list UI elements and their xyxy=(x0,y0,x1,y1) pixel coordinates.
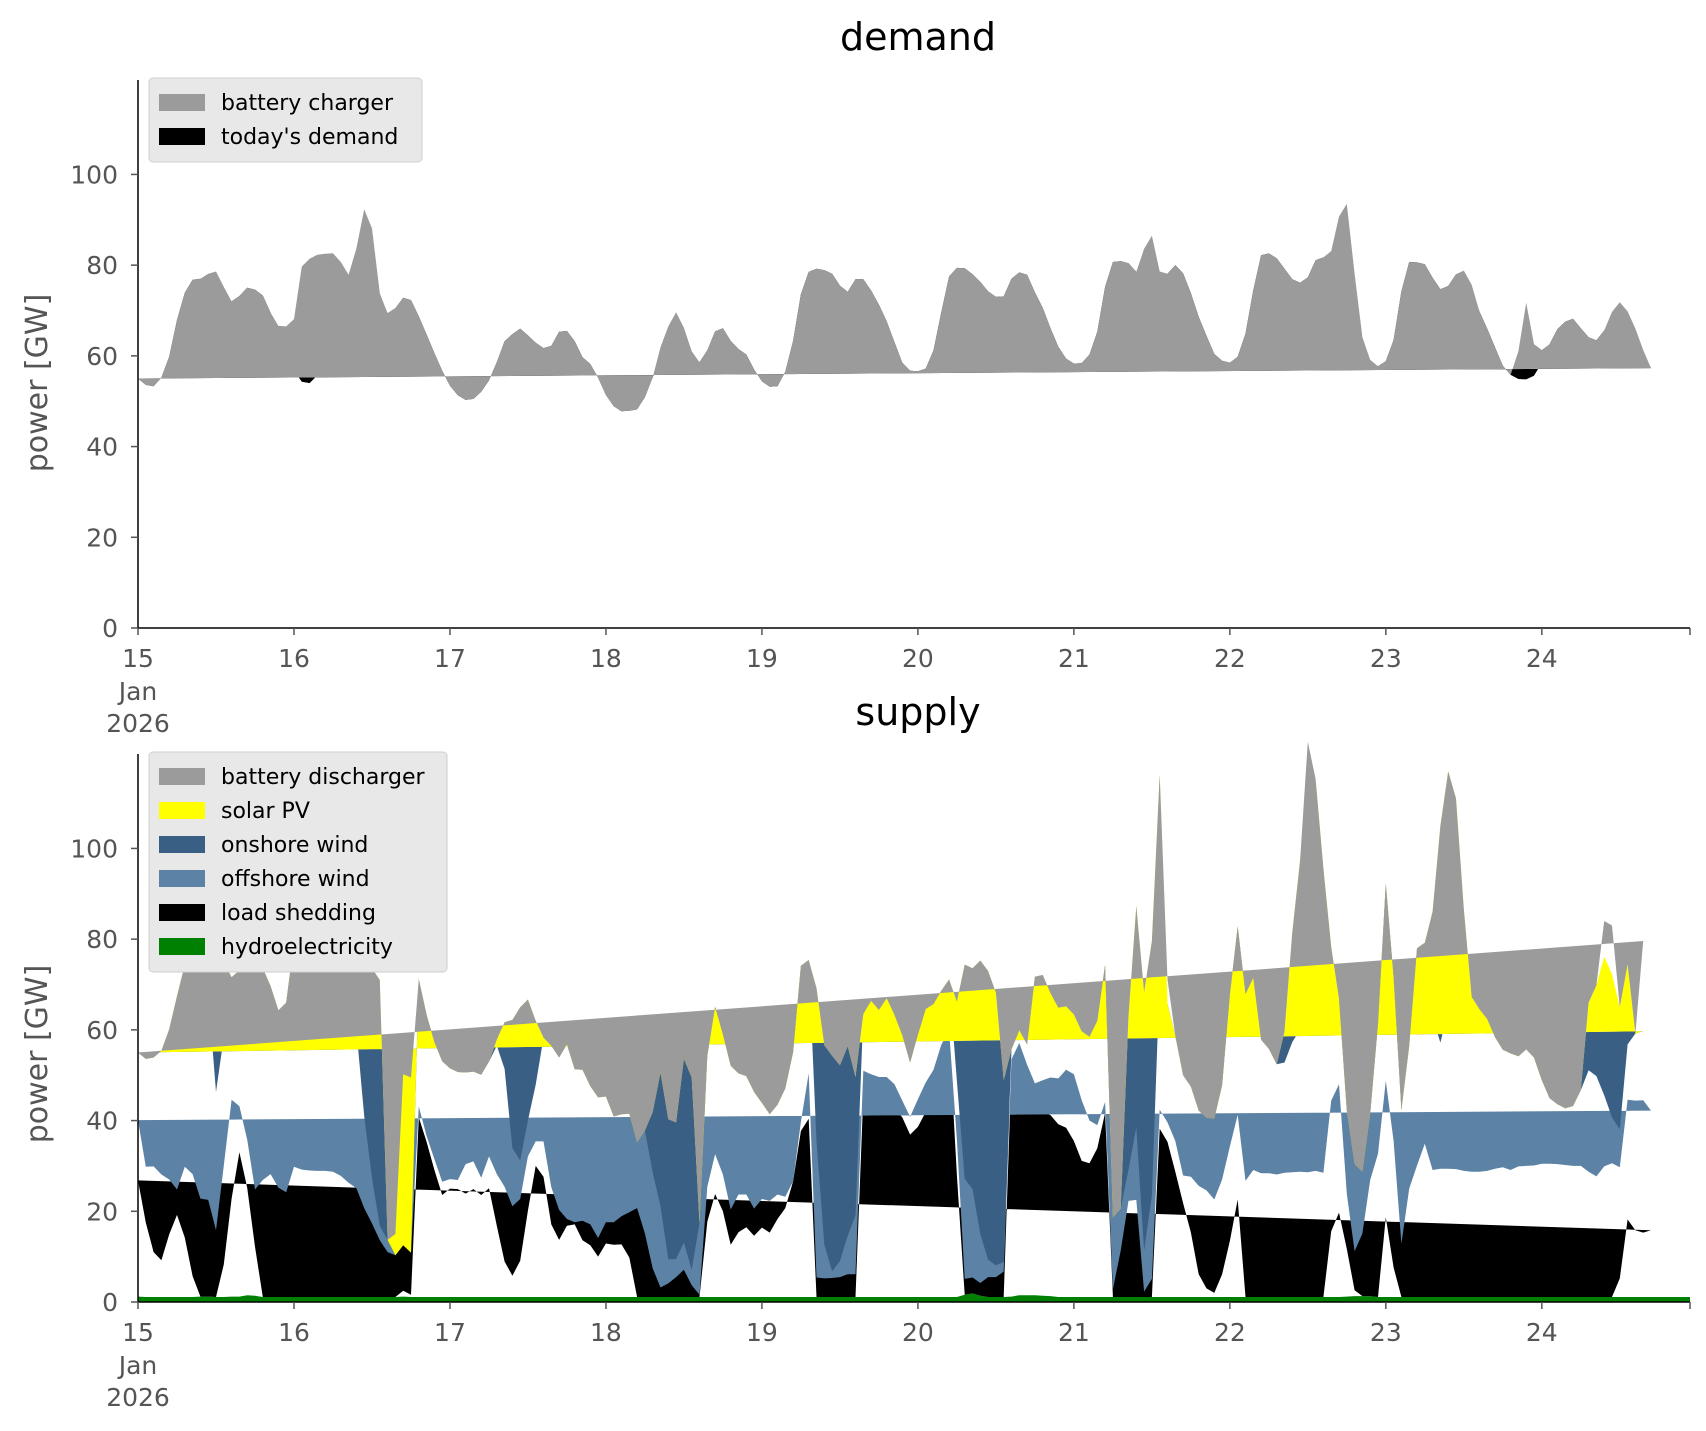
x-tick-label: 19 xyxy=(746,644,778,673)
x-tick-label: 23 xyxy=(1370,1318,1402,1347)
x-tick-label: 21 xyxy=(1058,1318,1090,1347)
y-tick-label: 100 xyxy=(70,834,118,863)
area-series-group xyxy=(138,741,1690,1302)
legend-swatch-hydroelectricity xyxy=(159,938,205,955)
x-tick-label: 23 xyxy=(1370,644,1402,673)
legend: battery discharger solar PV onshore wind of… xyxy=(148,751,448,973)
x-tick-label: 20 xyxy=(902,1318,934,1347)
x-tick-label: 22 xyxy=(1214,644,1246,673)
supply-chart: supply power [GW] 0 20 40 60 80 100 15 16 17 18 19… xyxy=(20,690,1691,1412)
area-series-group xyxy=(138,203,1651,412)
legend-label-hydroelectricity: hydroelectricity xyxy=(221,935,393,960)
legend-swatch-onshore-wind xyxy=(159,836,205,853)
legend-swatch-battery-charger xyxy=(159,94,205,111)
x-tick-label: 15 xyxy=(122,1318,154,1347)
legend-label-solar-pv: solar PV xyxy=(221,799,310,824)
y-axis-label: power [GW] xyxy=(20,294,55,473)
legend-swatch-solar-pv xyxy=(159,802,205,819)
x-tick-label: 16 xyxy=(278,1318,310,1347)
y-tick-label: 40 xyxy=(86,433,118,462)
x-tick-sublabel: 2026 xyxy=(106,709,170,738)
legend-label-offshore-wind: offshore wind xyxy=(221,867,370,892)
legend-swatch-offshore-wind xyxy=(159,870,205,887)
legend-swatch-load-shedding xyxy=(159,904,205,921)
axes: 0 20 40 60 80 100 15 16 17 18 19 20 21 22 23 24 Jan 2026 xyxy=(70,754,1691,1412)
legend-label-today-s-demand: today's demand xyxy=(221,125,398,150)
x-tick-label: 24 xyxy=(1526,1318,1558,1347)
area-offshore-wind xyxy=(138,1030,1651,1295)
x-tick-sublabel: Jan xyxy=(117,1351,158,1380)
y-tick-label: 20 xyxy=(86,523,118,552)
axes: 0 20 40 60 80 100 15 16 17 18 19 20 21 22 23 24 Jan 2026 xyxy=(70,80,1691,738)
y-tick-label: 100 xyxy=(70,160,118,189)
legend-label-battery-charger: battery charger xyxy=(221,91,394,116)
legend-swatch-battery-discharger xyxy=(159,768,205,785)
x-tick-label: 21 xyxy=(1058,644,1090,673)
y-tick-label: 20 xyxy=(86,1197,118,1226)
x-tick-label: 17 xyxy=(434,1318,466,1347)
x-tick-sublabel: 2026 xyxy=(106,1383,170,1412)
x-tick-label: 22 xyxy=(1214,1318,1246,1347)
y-tick-label: 80 xyxy=(86,251,118,280)
legend-box xyxy=(148,77,423,163)
area-battery-charger xyxy=(138,203,1651,412)
y-tick-label: 60 xyxy=(86,342,118,371)
area-load-shedding xyxy=(138,1033,1651,1297)
y-tick-label: 0 xyxy=(102,1288,118,1317)
demand-chart: demand power [GW] 0 20 40 60 80 100 15 16 17 18 19… xyxy=(20,15,1691,738)
area-battery-discharger xyxy=(138,741,1644,1240)
y-tick-label: 80 xyxy=(86,925,118,954)
x-tick-label: 24 xyxy=(1526,644,1558,673)
x-tick-label: 16 xyxy=(278,644,310,673)
y-axis-label: power [GW] xyxy=(20,965,55,1144)
area-solar-pv xyxy=(138,771,1644,1256)
x-tick-label: 20 xyxy=(902,644,934,673)
x-tick-label: 19 xyxy=(746,1318,778,1347)
legend-label-battery-discharger: battery discharger xyxy=(221,765,426,790)
legend-box xyxy=(148,751,448,973)
x-tick-sublabel: Jan xyxy=(117,677,158,706)
legend-swatch-today-s-demand xyxy=(159,128,205,145)
chart-title: demand xyxy=(840,15,996,59)
legend: battery charger today's demand xyxy=(148,77,423,163)
x-tick-label: 18 xyxy=(590,1318,622,1347)
chart-title: supply xyxy=(855,690,980,734)
y-tick-label: 60 xyxy=(86,1016,118,1045)
x-tick-label: 17 xyxy=(434,644,466,673)
x-tick-label: 15 xyxy=(122,644,154,673)
legend-label-onshore-wind: onshore wind xyxy=(221,833,368,858)
y-tick-label: 40 xyxy=(86,1107,118,1136)
legend-label-load-shedding: load shedding xyxy=(221,901,376,926)
area-hydroelectricity xyxy=(138,1293,1690,1302)
x-tick-label: 18 xyxy=(590,644,622,673)
y-tick-label: 0 xyxy=(102,614,118,643)
